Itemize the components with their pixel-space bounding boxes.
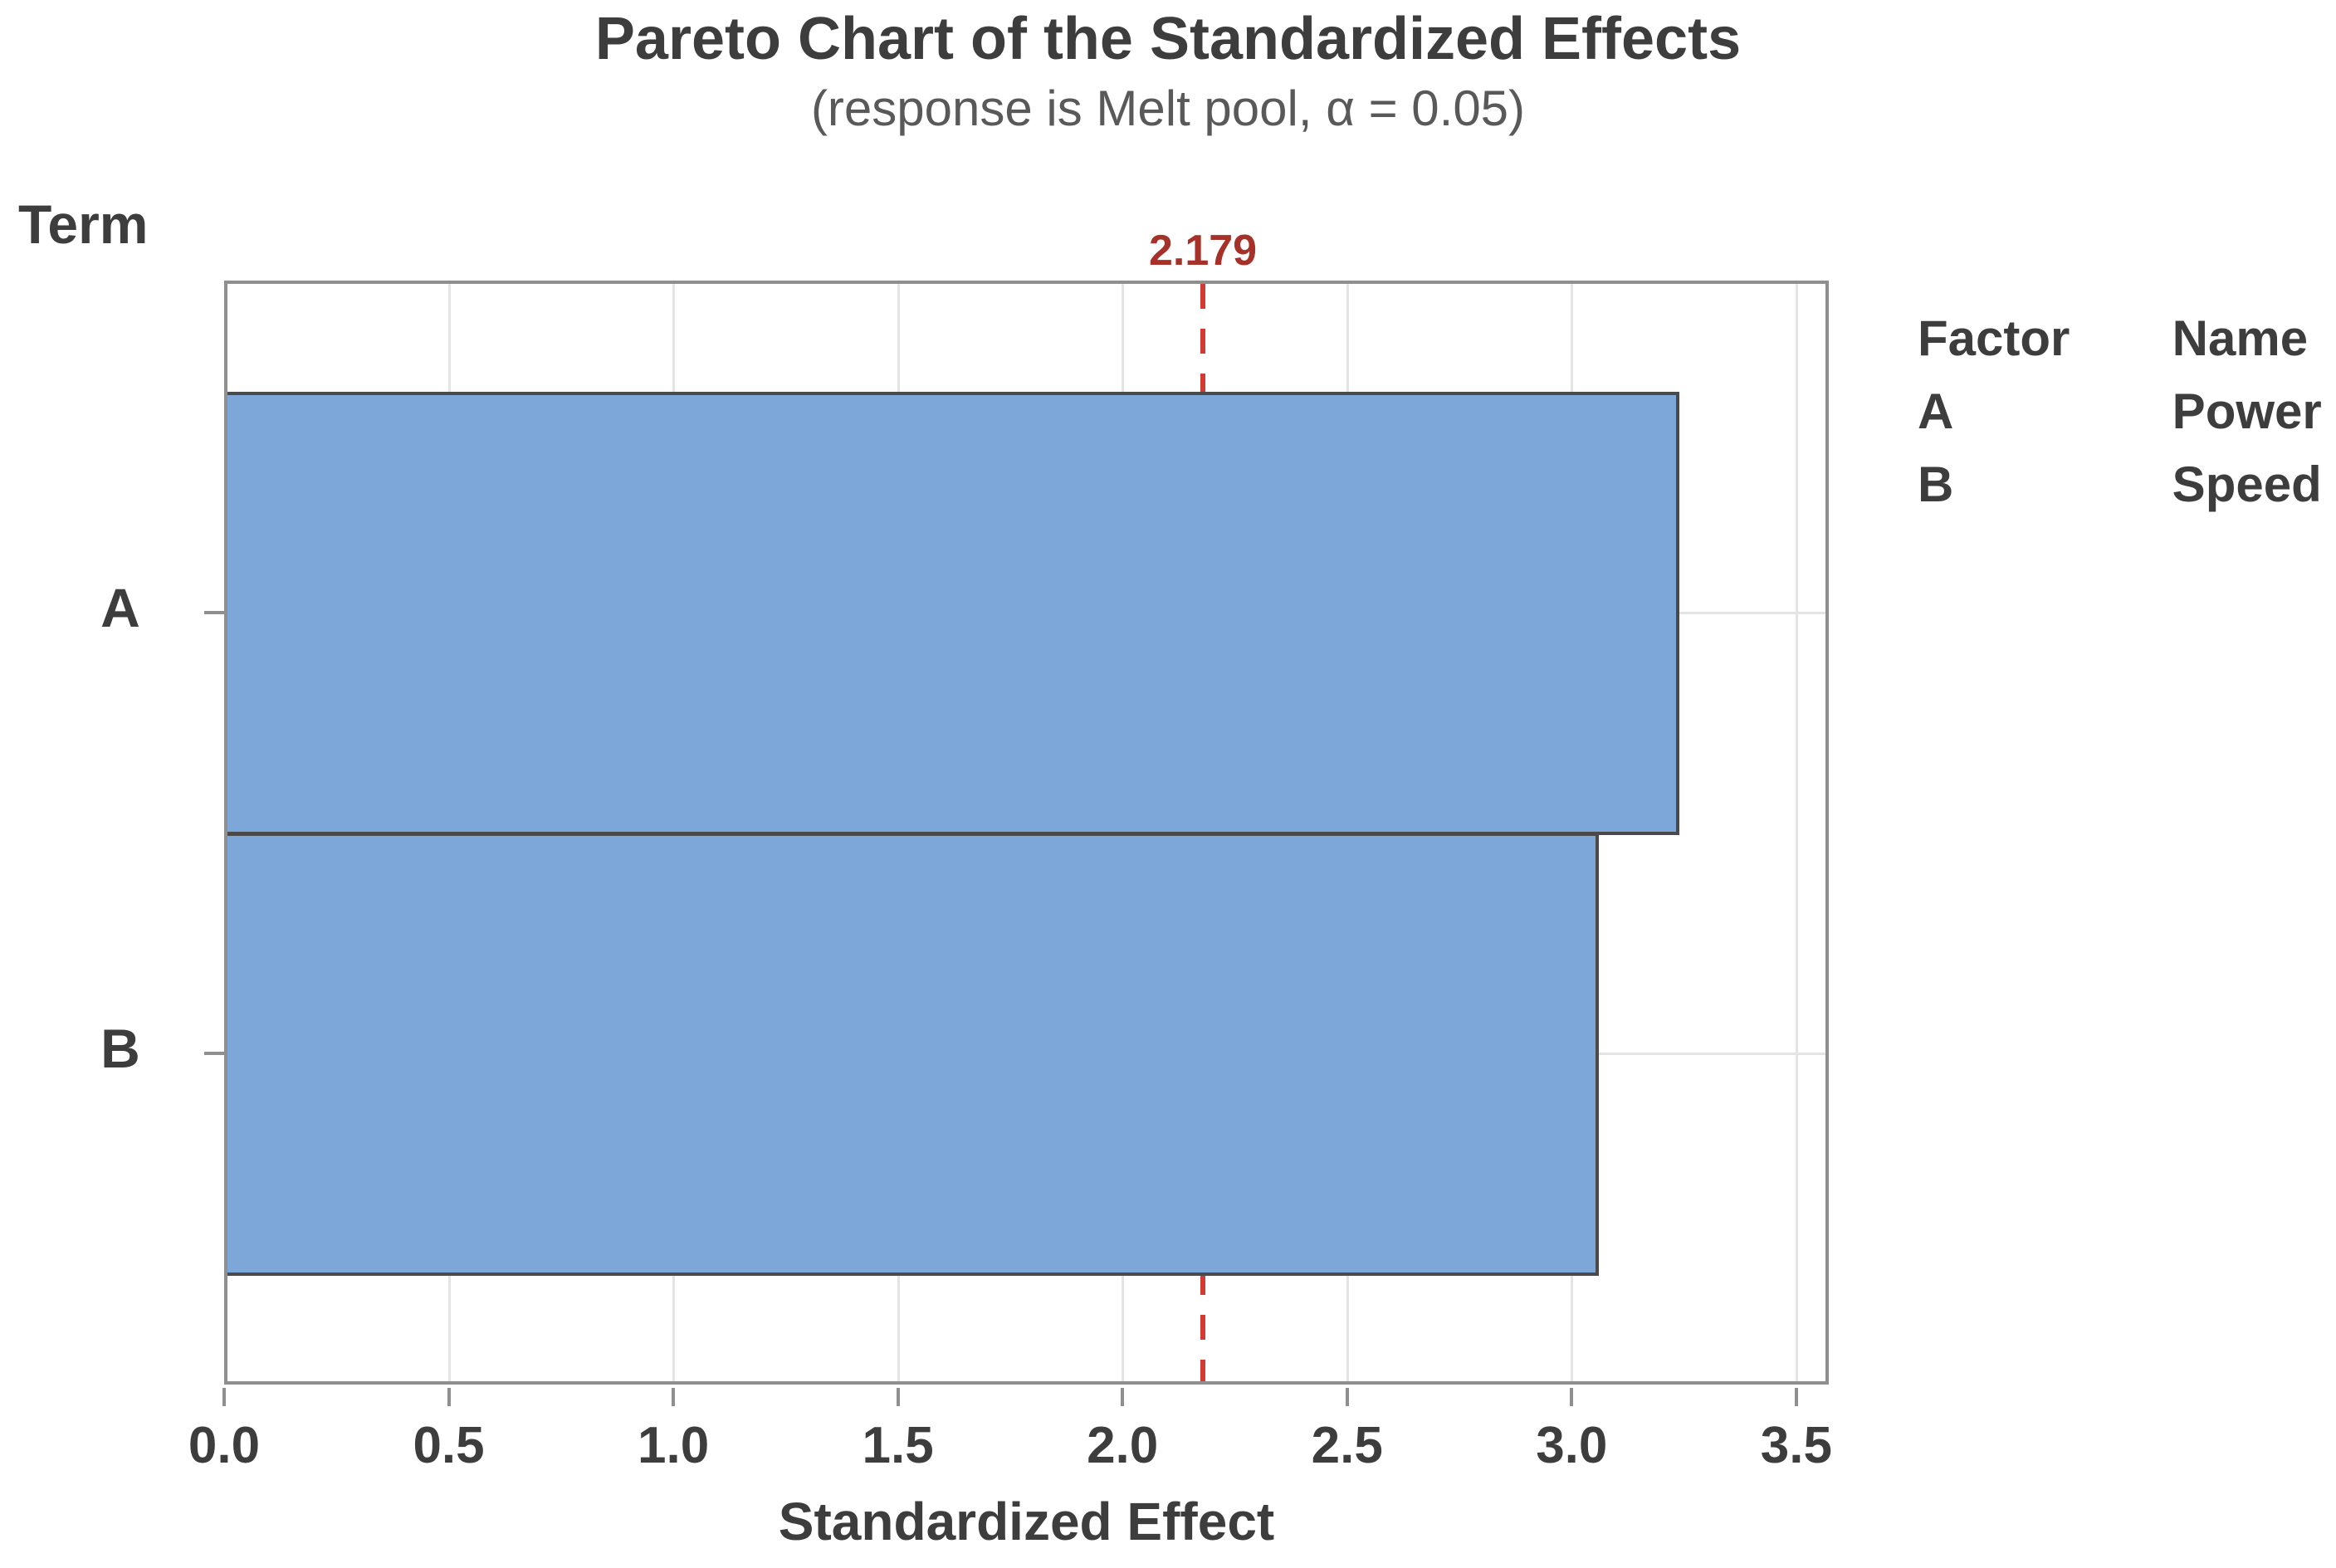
legend-factor-a: A xyxy=(1918,383,1954,439)
legend-row-a: A Power xyxy=(1918,375,2322,448)
legend-header-row: Factor Name xyxy=(1918,302,2322,375)
y-axis-title: Term xyxy=(18,193,149,255)
bar-a xyxy=(224,392,1679,835)
x-axis-tick xyxy=(1121,1388,1125,1406)
x-tick-label: 0.5 xyxy=(413,1417,485,1474)
x-axis-tick xyxy=(672,1388,676,1406)
legend-name-power: Power xyxy=(2172,383,2322,439)
bar-b xyxy=(224,833,1599,1276)
chart-title: Pareto Chart of the Standardized Effects xyxy=(594,6,1742,72)
category-label-b: B xyxy=(100,1017,140,1079)
x-tick-label: 3.5 xyxy=(1760,1417,1832,1474)
legend-factor-b: B xyxy=(1918,457,1954,512)
legend-name-speed: Speed xyxy=(2172,457,2322,512)
reference-line-label: 2.179 xyxy=(1148,227,1258,275)
plot-area xyxy=(224,281,1829,1385)
x-axis-tick xyxy=(1570,1388,1574,1406)
x-axis-tick xyxy=(222,1388,226,1406)
category-label-a: A xyxy=(100,576,140,638)
x-axis-tick xyxy=(1794,1388,1798,1406)
y-axis-tick xyxy=(204,1051,224,1055)
chart-subtitle: (response is Melt pool, α = 0.05) xyxy=(810,81,1526,136)
factor-legend: Factor Name A Power B Speed xyxy=(1918,302,2322,521)
x-tick-label: 1.0 xyxy=(637,1417,710,1474)
x-tick-label: 1.5 xyxy=(862,1417,934,1474)
x-axis-tick xyxy=(896,1388,900,1406)
x-tick-label: 2.5 xyxy=(1311,1417,1383,1474)
x-tick-label: 0.0 xyxy=(188,1417,261,1474)
y-axis-tick xyxy=(204,610,224,614)
x-axis-title: Standardized Effect xyxy=(778,1492,1275,1551)
x-axis-tick xyxy=(1345,1388,1349,1406)
x-gridline xyxy=(1795,281,1798,1385)
x-tick-label: 3.0 xyxy=(1536,1417,1608,1474)
x-tick-label: 2.0 xyxy=(1087,1417,1159,1474)
legend-row-b: B Speed xyxy=(1918,448,2322,521)
legend-header-factor: Factor xyxy=(1918,310,2070,366)
legend-header-name: Name xyxy=(2172,310,2309,366)
x-axis-tick xyxy=(447,1388,451,1406)
